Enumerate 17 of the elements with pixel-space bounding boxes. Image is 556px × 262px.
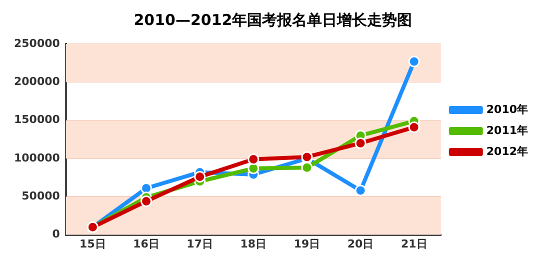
legend-label: 2012年 <box>486 144 528 158</box>
chart-title: 2010—2012年国考报名单日增长走势图 <box>134 10 412 29</box>
x-tick-label: 15日 <box>80 237 106 250</box>
x-tick-label: 19日 <box>294 237 320 250</box>
x-tick-label: 17日 <box>186 237 213 250</box>
x-tick-label: 21日 <box>400 237 428 250</box>
x-tick-label: 20日 <box>347 237 374 250</box>
x-tick-label: 18日 <box>240 237 267 250</box>
y-tick-label: 100000 <box>14 151 60 164</box>
legend-label: 2011年 <box>486 124 528 137</box>
x-tick-label: 16日 <box>133 237 160 250</box>
y-tick-label: 0 <box>52 228 60 241</box>
legend-label: 2010年 <box>486 102 528 116</box>
y-tick-label: 50000 <box>22 190 60 202</box>
y-tick-label: 200000 <box>14 75 60 88</box>
y-tick-label: 250000 <box>14 36 60 50</box>
y-tick-label: 150000 <box>14 113 60 126</box>
